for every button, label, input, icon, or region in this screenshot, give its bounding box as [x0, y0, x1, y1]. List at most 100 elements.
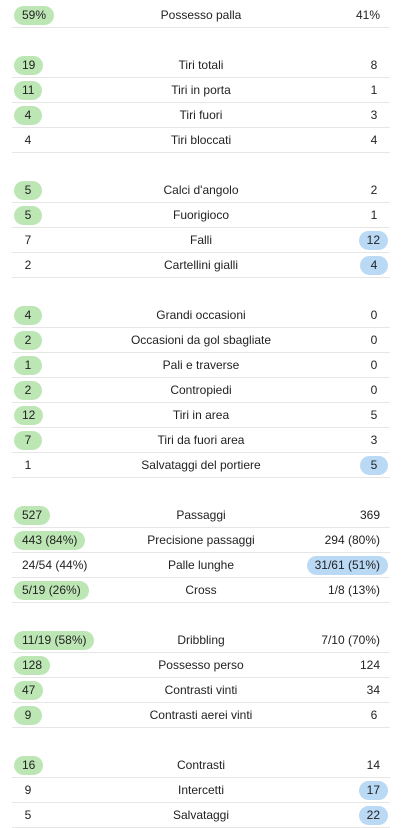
- away-value: 17: [358, 781, 388, 800]
- stat-label: Tiri in porta: [171, 83, 231, 97]
- home-value: 19: [14, 56, 44, 75]
- home-value-cell: 47: [12, 678, 44, 702]
- home-value-cell: 9: [12, 703, 42, 727]
- stat-row: 128 Possesso perso 124: [12, 653, 390, 678]
- home-value-cell: 5/19 (26%): [12, 578, 89, 602]
- stat-row: 12 Tiri in area 5: [12, 403, 390, 428]
- home-value-cell: 16: [12, 753, 44, 777]
- away-value-cell: 8: [360, 53, 390, 77]
- stat-row: 16 Contrasti 14: [12, 753, 390, 778]
- home-value-cell: 59%: [12, 3, 55, 27]
- stat-row: 7 Tiri da fuori area 3: [12, 428, 390, 453]
- home-value: 4: [14, 306, 42, 325]
- home-value: 128: [14, 656, 51, 675]
- home-value: 16: [14, 756, 44, 775]
- stat-label: Contrasti: [176, 758, 226, 772]
- away-value: 0: [370, 358, 378, 372]
- away-value: 6: [370, 708, 378, 722]
- home-value: 12: [14, 406, 44, 425]
- home-value-cell: 12: [12, 403, 44, 427]
- stats-group: 4 Grandi occasioni 0 2 Occasioni da gol sbag…: [0, 303, 402, 478]
- stat-row: 4 Tiri fuori 3: [12, 103, 390, 128]
- stat-label: Tiri totali: [178, 58, 224, 72]
- stat-label: Passaggi: [176, 508, 226, 522]
- stat-row: 5/19 (26%) Cross 1/8 (13%): [12, 578, 390, 603]
- stat-label: Calci d'angolo: [163, 183, 239, 197]
- away-value: 31/61 (51%): [306, 556, 388, 575]
- home-value-cell: 2: [12, 328, 42, 352]
- away-value-cell: 3: [360, 103, 390, 127]
- stat-row: 2 Contropiedi 0: [12, 378, 390, 403]
- stat-row: 59% Possesso palla 41%: [12, 3, 390, 28]
- stat-label: Cartellini gialli: [163, 258, 239, 272]
- stat-row: 443 (84%) Precisione passaggi 294 (80%): [12, 528, 390, 553]
- stat-row: 2 Cartellini gialli 4: [12, 253, 390, 278]
- away-value-cell: 1: [360, 203, 390, 227]
- home-value-cell: 2: [12, 378, 42, 402]
- stat-label: Tiri da fuori area: [157, 433, 245, 447]
- home-value-cell: 128: [12, 653, 51, 677]
- away-value: 0: [370, 333, 378, 347]
- home-value-cell: 11/19 (58%): [12, 628, 95, 652]
- stat-row: 11/19 (58%) Dribbling 7/10 (70%): [12, 628, 390, 653]
- home-value: 7: [24, 233, 32, 247]
- away-value-cell: 0: [360, 303, 390, 327]
- home-value: 7: [14, 431, 42, 450]
- away-value: 8: [370, 58, 378, 72]
- stat-row: 2 Occasioni da gol sbagliate 0: [12, 328, 390, 353]
- away-value-cell: 31/61 (51%): [306, 553, 390, 577]
- home-value-cell: 4: [12, 128, 42, 152]
- stat-row: 4 Grandi occasioni 0: [12, 303, 390, 328]
- home-value: 5: [14, 181, 42, 200]
- away-value: 1: [370, 208, 378, 222]
- away-value-cell: 4: [360, 128, 390, 152]
- home-value: 59%: [14, 6, 55, 25]
- home-value: 2: [24, 258, 32, 272]
- away-value-cell: 2: [360, 178, 390, 202]
- home-value: 47: [14, 681, 44, 700]
- away-value: 2: [370, 183, 378, 197]
- away-value: 124: [359, 658, 380, 672]
- stat-row: 7 Falli 12: [12, 228, 390, 253]
- away-value: 0: [370, 308, 378, 322]
- away-value: 4: [360, 256, 388, 275]
- home-value: 443 (84%): [14, 531, 86, 550]
- away-value-cell: 6: [360, 703, 390, 727]
- home-value: 9: [24, 783, 32, 797]
- away-value-cell: 12: [358, 228, 390, 252]
- home-value: 9: [14, 706, 42, 725]
- home-value-cell: 2: [12, 253, 42, 277]
- stats-group: 16 Contrasti 14 9 Intercetti 17 5 Salvataggi 22: [0, 753, 402, 828]
- away-value: 41%: [355, 8, 380, 22]
- away-value-cell: 4: [360, 253, 390, 277]
- stat-row: 47 Contrasti vinti 34: [12, 678, 390, 703]
- stats-group: 19 Tiri totali 8 11 Tiri in porta 1 4 Tiri fuor…: [0, 53, 402, 153]
- away-value: 5: [370, 408, 378, 422]
- away-value: 1: [370, 83, 378, 97]
- home-value: 11/19 (58%): [14, 631, 95, 650]
- away-value: 4: [370, 133, 378, 147]
- stats-group: 5 Calci d'angolo 2 5 Fuorigioco 1 7 Falli 12 2 Car…: [0, 178, 402, 278]
- home-value-cell: 5: [12, 178, 42, 202]
- away-value: 369: [359, 508, 380, 522]
- away-value-cell: 294 (80%): [317, 528, 390, 552]
- stat-label: Fuorigioco: [172, 208, 230, 222]
- away-value-cell: 22: [358, 803, 390, 827]
- stat-label: Salvataggi: [172, 808, 230, 822]
- away-value-cell: 17: [358, 778, 390, 802]
- home-value: 5: [14, 206, 42, 225]
- away-value: 294 (80%): [324, 533, 380, 547]
- away-value-cell: 124: [352, 653, 390, 677]
- stat-row: 9 Contrasti aerei vinti 6: [12, 703, 390, 728]
- stat-row: 19 Tiri totali 8: [12, 53, 390, 78]
- away-value-cell: 7/10 (70%): [313, 628, 390, 652]
- home-value: 11: [14, 81, 43, 100]
- away-value-cell: 0: [360, 328, 390, 352]
- away-value-cell: 34: [359, 678, 390, 702]
- away-value-cell: 3: [360, 428, 390, 452]
- home-value-cell: 24/54 (44%): [12, 553, 95, 577]
- away-value: 3: [370, 108, 378, 122]
- stat-label: Contrasti vinti: [164, 683, 238, 697]
- stat-label: Occasioni da gol sbagliate: [130, 333, 272, 347]
- home-value: 527: [14, 506, 51, 525]
